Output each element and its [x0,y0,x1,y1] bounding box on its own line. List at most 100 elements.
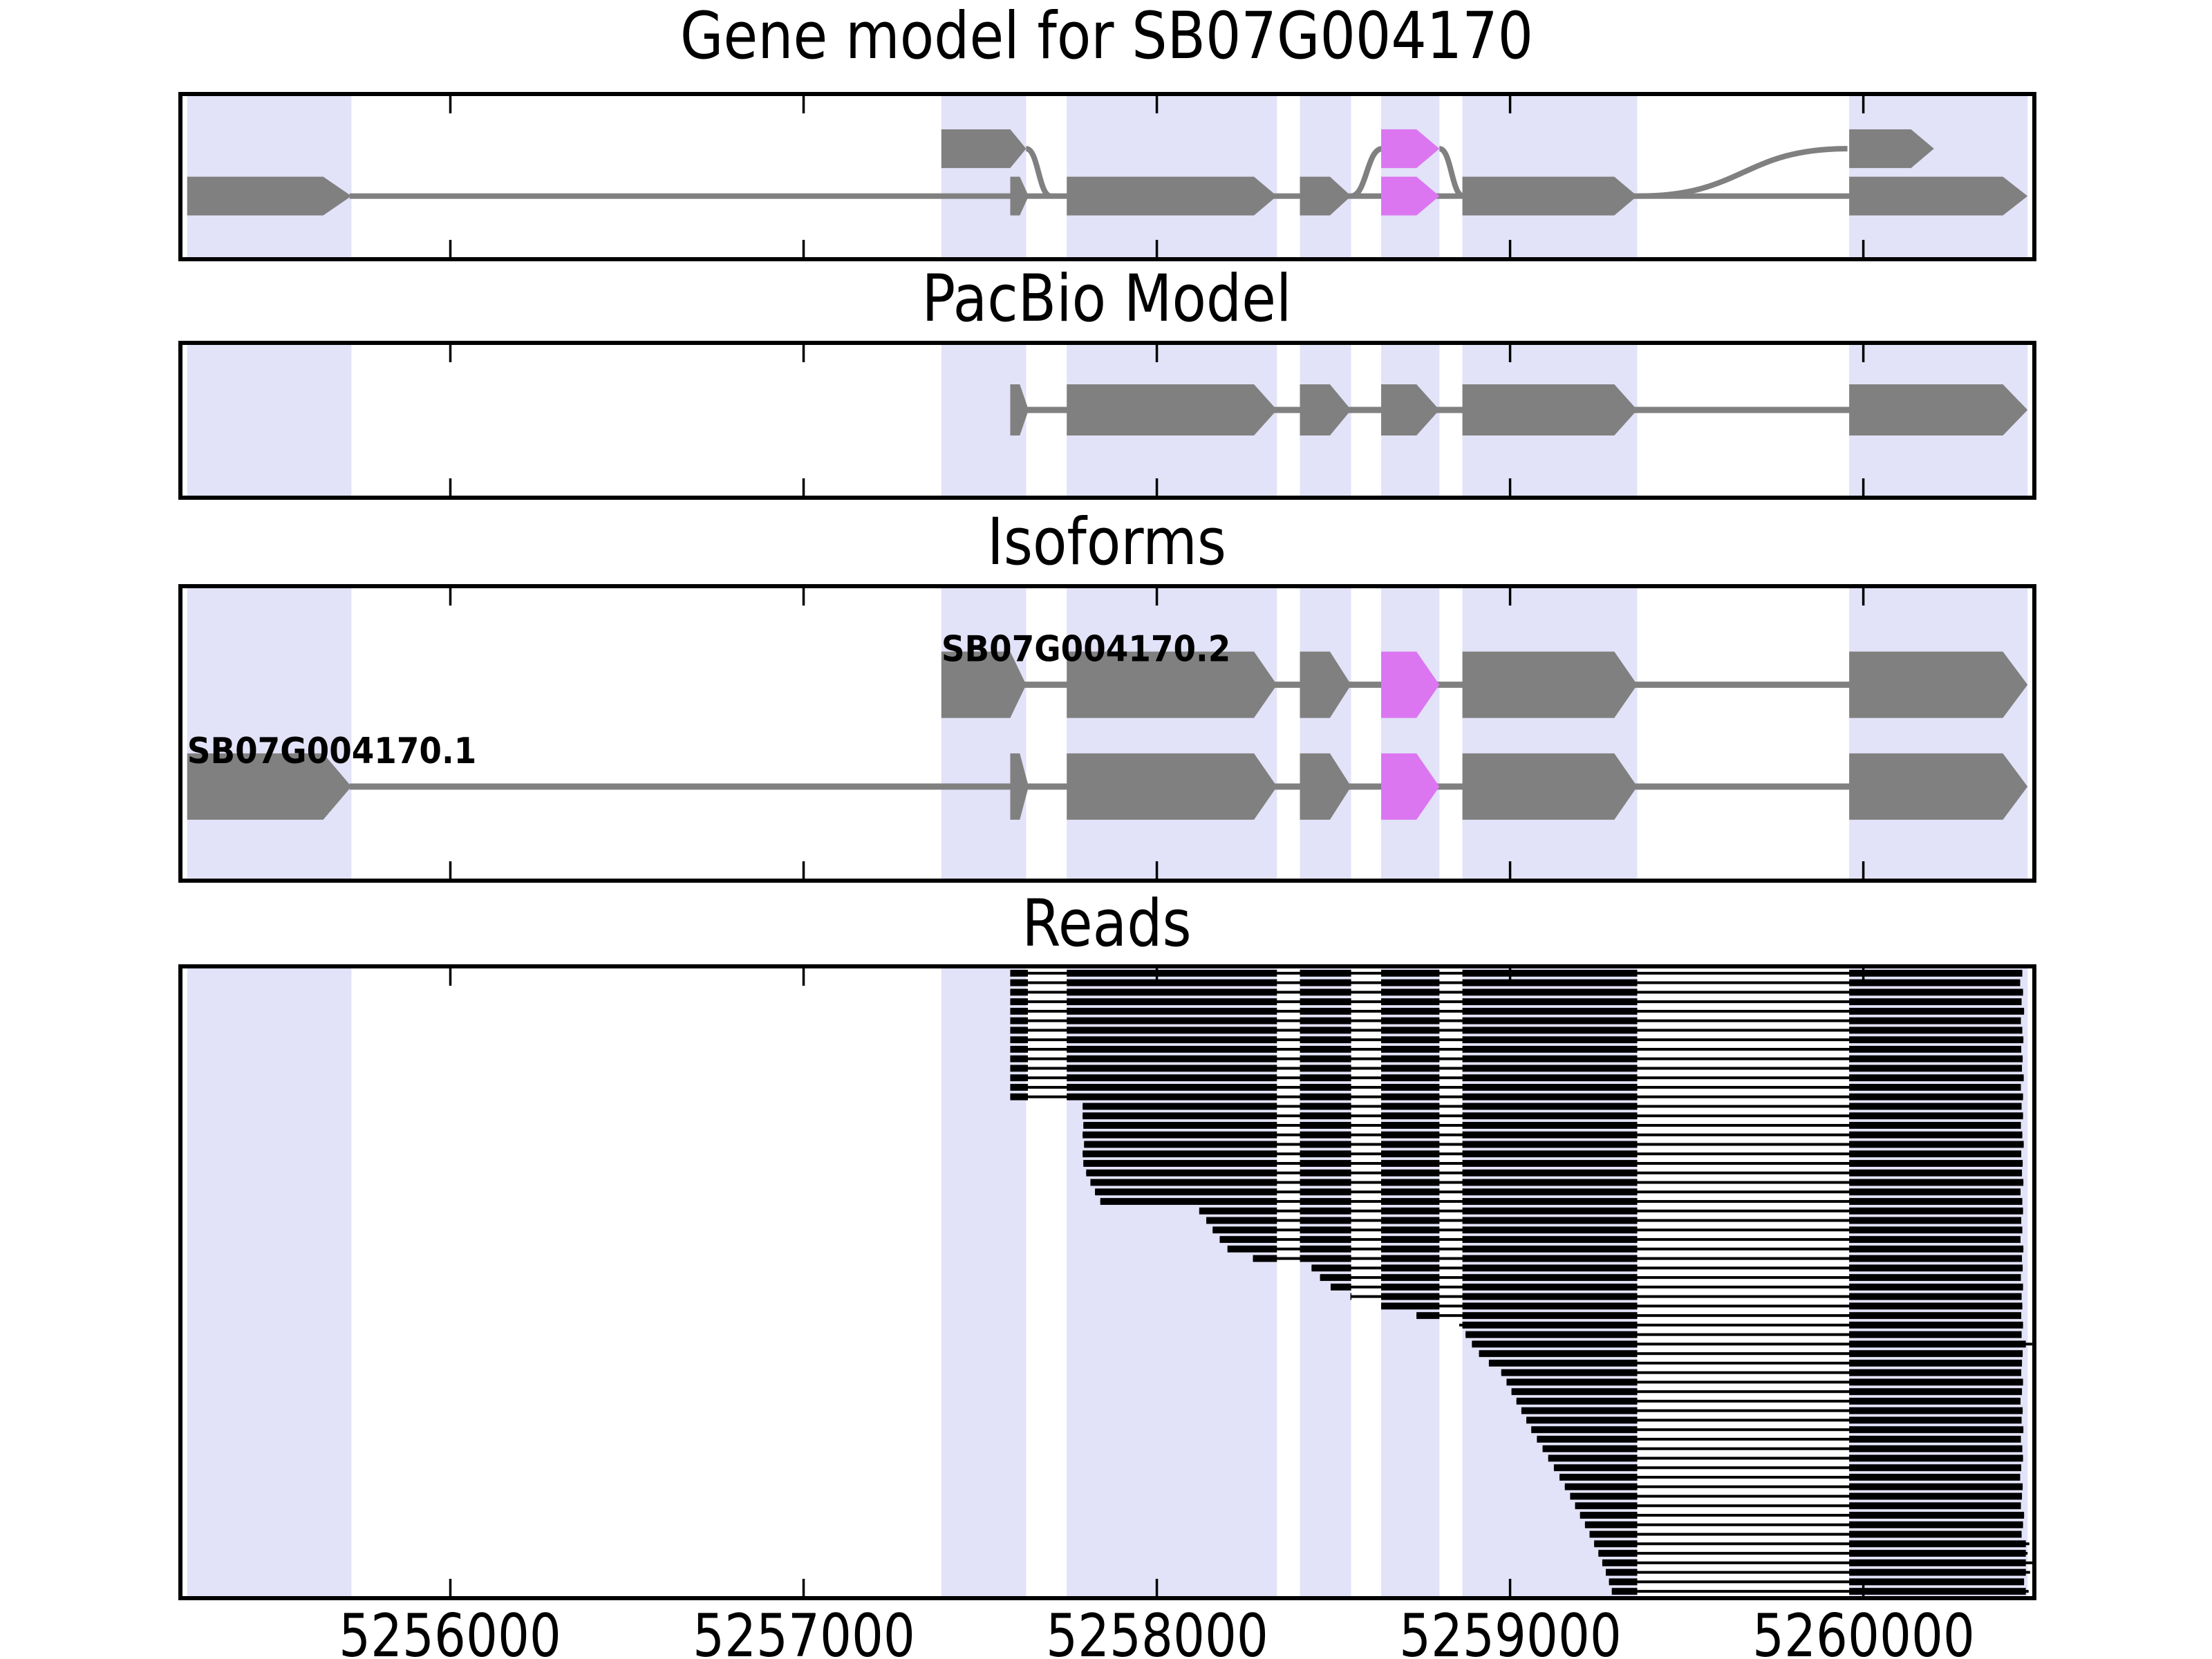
read-exon-segment [1849,1065,2023,1072]
read-exon-segment [1300,1017,1351,1024]
read-exon-segment [1083,1160,1277,1167]
read-exon-segment [1462,1122,1638,1129]
read-exon-segment [1067,1055,1277,1062]
exon [187,753,352,820]
read-row [1212,1226,2023,1234]
read-exon-segment [1067,979,1277,986]
axis-tick [449,861,452,881]
read-exon-segment [1300,1188,1351,1196]
axis-tick [1508,1579,1512,1598]
read-exon-segment [1381,1093,1440,1100]
read-row [1010,988,2023,996]
read-row [1084,1141,2024,1148]
splice-curve [1438,146,1465,199]
read-row [1083,1122,2021,1129]
axis-tick [1508,240,1512,259]
read-exon-segment [1849,1454,2023,1462]
read-exon-segment [1067,1036,1277,1044]
read-row [1095,1188,2021,1196]
read-exon-segment [1479,1350,1638,1358]
read-exon-segment [1849,979,2021,986]
read-intron-line [1350,1295,2022,1298]
read-exon-segment [1849,1103,2022,1110]
highlight-band [187,92,352,261]
read-intron-line [1602,1561,2036,1564]
read-exon-segment [1462,1017,1638,1024]
read-row [1575,1502,2021,1510]
read-exon-segment [1227,1245,1277,1253]
read-exon-segment [1300,1093,1351,1100]
read-exon-segment [1849,998,2022,1006]
read-exon-segment [1067,1074,1277,1082]
read-exon-segment [1462,1036,1638,1044]
axis-tick [802,343,805,362]
isoform-label-text: SB07G004170.2 [941,628,1231,670]
read-exon-segment [1300,1198,1351,1206]
read-exon-segment [1010,1084,1029,1091]
highlight-band [941,584,1027,883]
read-intron-line [1564,1485,2023,1488]
exon [1067,651,1277,718]
read-exon-segment [1511,1388,1638,1396]
read-exon-segment [1381,1131,1440,1138]
read-exon-segment [1849,1179,2024,1186]
read-exon-segment [1462,1065,1638,1072]
read-exon-segment [1381,1074,1440,1082]
read-exon-segment [1381,1198,1440,1206]
panel-border [178,341,2036,500]
axis-tick [802,966,805,986]
read-exon-segment [1381,1036,1440,1044]
read-row [1594,1540,2030,1548]
axis-tick [1862,240,1865,259]
read-exon-segment [1381,1045,1440,1053]
read-exon-segment [1462,1093,1638,1100]
read-exon-segment [1010,979,1029,986]
read-intron-line [1521,1409,2023,1412]
read-intron-line [1559,1476,2021,1479]
read-exon-segment [1849,1264,2023,1272]
axis-tick [1155,861,1159,881]
read-exon-segment [1300,1074,1351,1082]
read-exon-segment [1849,1331,2022,1338]
panel-border [178,964,2036,1600]
read-row [1010,1036,2024,1044]
read-exon-segment [1416,1312,1440,1320]
read-exon-segment [1849,1550,2026,1557]
read-exon-segment [1010,1055,1029,1062]
exon [1462,176,1638,216]
read-exon-segment [1300,1084,1351,1091]
read-exon-segment [1462,1188,1638,1196]
read-exon-segment [1300,1255,1351,1262]
exon [1067,753,1277,820]
read-row [1465,1331,2022,1338]
read-row [1526,1416,2022,1424]
read-exon-segment [1010,1065,1029,1072]
read-exon-segment [1849,969,2023,977]
read-row [1416,1312,2022,1320]
highlight-band [187,341,352,500]
splice-curve [1350,146,1383,199]
axis-tick [802,1579,805,1598]
read-exon-segment [1462,1312,1638,1320]
read-exon-segment [1849,1207,2023,1215]
read-exon-segment [1067,1045,1277,1053]
read-row [1082,1150,2022,1158]
axis-tick [449,343,452,362]
read-intron-line [1594,1542,2030,1546]
read-exon-segment [1462,1169,1638,1177]
read-exon-segment [1849,1255,2023,1262]
axis-tick [1155,1579,1159,1598]
read-exon-segment [1462,1007,1638,1015]
read-exon-segment [1067,998,1277,1006]
read-exon-segment [1462,1198,1638,1206]
read-intron-line [1611,1590,2029,1593]
axis-tick [1508,478,1512,498]
read-intron-line [1570,1494,2023,1498]
read-row [1086,1169,2023,1177]
read-exon-segment [1300,1217,1351,1224]
read-row [1511,1388,2023,1396]
read-row [1350,1293,2022,1300]
panel-gene-model [178,92,2036,261]
read-exon-segment [1462,1074,1638,1082]
